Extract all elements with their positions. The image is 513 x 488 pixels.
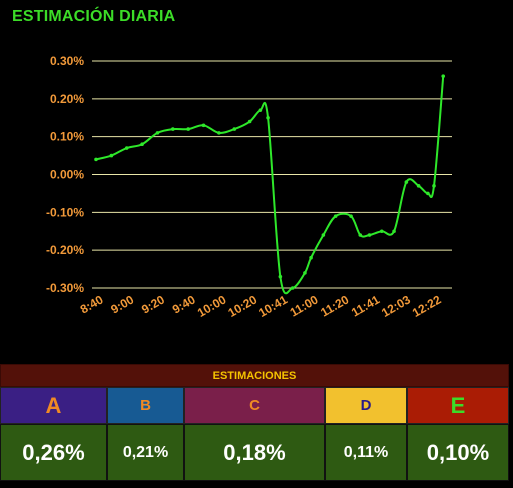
y-tick-label: -0.10%: [46, 205, 84, 219]
data-point: [232, 127, 237, 131]
data-point: [290, 286, 295, 290]
data-point: [367, 233, 372, 237]
data-point: [247, 119, 252, 124]
data-point: [186, 127, 190, 131]
data-point: [426, 191, 430, 196]
x-tick-label: 11:20: [318, 292, 351, 319]
x-tick-label: 12:03: [379, 292, 413, 320]
x-tick-label: 11:41: [349, 292, 382, 319]
data-point: [155, 131, 160, 135]
x-tick-label: 9:20: [139, 292, 167, 316]
data-point: [171, 127, 175, 131]
x-tick-label: 10:00: [195, 292, 229, 320]
estimacion-value-e: 0,10%: [407, 424, 509, 481]
data-point: [266, 115, 270, 120]
chart-title: ESTIMACIÓN DIARIA: [12, 8, 176, 25]
data-point: [432, 184, 436, 188]
data-point: [333, 214, 338, 218]
x-tick-label: 10:41: [256, 292, 290, 320]
data-point: [217, 131, 221, 135]
estimacion-value-a: 0,26%: [0, 424, 107, 481]
estimacion-label-e: E: [407, 387, 509, 424]
estimaciones-header: ESTIMACIONES: [0, 364, 509, 387]
y-tick-label: -0.30%: [46, 281, 84, 295]
data-point: [258, 108, 263, 112]
data-point: [416, 184, 421, 188]
data-point: [278, 274, 283, 279]
estimacion-label-d: D: [325, 387, 407, 424]
data-point: [321, 233, 326, 237]
series-line: [95, 76, 445, 295]
line-chart: 0.30% 0.20% 0.10% 0.00% -0.10% -0.20% -0.30%8:…: [46, 54, 452, 320]
x-tick-label: 11:00: [288, 292, 321, 319]
data-point: [441, 74, 446, 78]
data-point: [349, 214, 353, 218]
estimaciones-table: ESTIMACIONES A B C D E 0,26% 0,21% 0,18%…: [0, 364, 509, 482]
data-point: [94, 157, 98, 162]
data-point: [303, 271, 307, 275]
data-point: [358, 233, 363, 237]
data-point: [309, 255, 313, 260]
data-point: [124, 146, 129, 150]
data-point: [392, 229, 396, 234]
y-tick-label: 0.10%: [50, 130, 84, 144]
y-tick-label: 0.30%: [50, 54, 84, 68]
y-tick-label: -0.20%: [46, 243, 84, 257]
estimacion-label-b: B: [107, 387, 184, 424]
x-tick-label: 12:22: [410, 292, 444, 320]
data-point: [404, 180, 409, 184]
data-point: [201, 123, 206, 128]
y-tick-label: 0.20%: [50, 92, 84, 106]
x-tick-label: 8:40: [78, 292, 106, 316]
x-tick-label: 9:40: [170, 292, 198, 316]
estimacion-value-b: 0,21%: [107, 424, 184, 481]
estimacion-value-d: 0,11%: [325, 424, 407, 481]
y-tick-label: 0.00%: [50, 168, 84, 182]
data-point: [379, 229, 384, 234]
data-point: [109, 153, 114, 158]
estimacion-value-c: 0,18%: [184, 424, 325, 481]
data-point: [140, 142, 144, 147]
estimacion-label-a: A: [0, 387, 107, 424]
estimacion-label-c: C: [184, 387, 325, 424]
x-tick-label: 10:20: [226, 292, 260, 320]
x-tick-label: 9:00: [108, 292, 136, 316]
